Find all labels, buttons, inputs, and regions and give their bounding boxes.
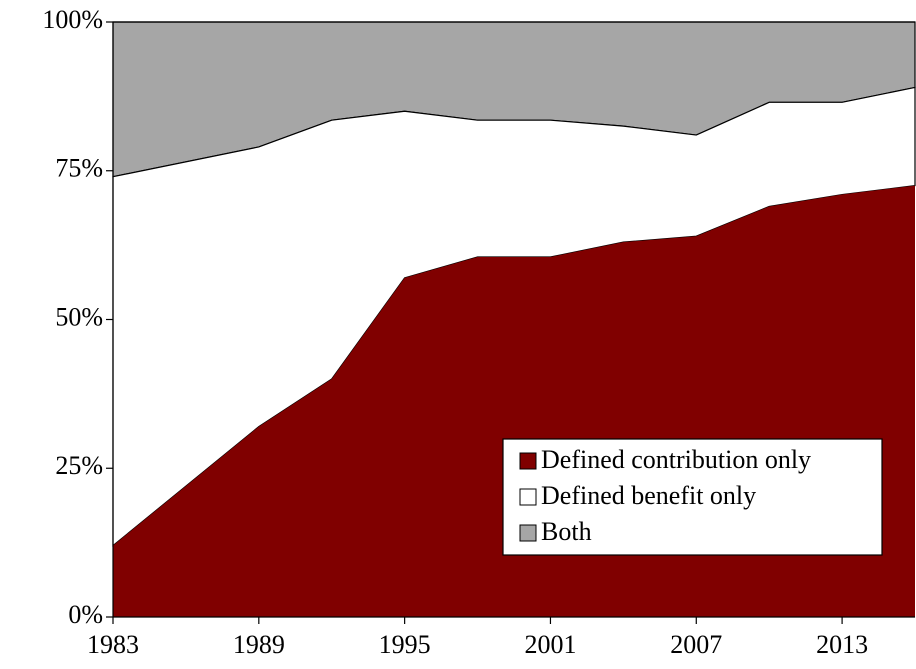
- y-tick-label: 100%: [42, 5, 103, 34]
- legend-swatch: [519, 488, 537, 506]
- x-tick-label: 2007: [670, 630, 722, 659]
- y-tick-label: 25%: [55, 451, 103, 480]
- legend-label: Defined contribution only: [541, 445, 811, 474]
- x-tick-label: 1983: [87, 630, 139, 659]
- legend: Defined contribution only Defined benefit…: [502, 438, 883, 556]
- y-tick-label: 50%: [55, 302, 103, 331]
- legend-label: Both: [541, 517, 592, 546]
- y-tick-label: 0%: [68, 600, 103, 629]
- x-tick-label: 2013: [816, 630, 868, 659]
- legend-box: [502, 438, 883, 556]
- x-tick-label: 1995: [379, 630, 431, 659]
- x-tick-label: 1989: [233, 630, 285, 659]
- legend-label: Defined benefit only: [541, 481, 756, 510]
- x-tick-label: 2001: [524, 630, 576, 659]
- y-tick-label: 75%: [55, 154, 103, 183]
- legend-swatch: [519, 524, 537, 542]
- legend-swatch: [519, 452, 537, 470]
